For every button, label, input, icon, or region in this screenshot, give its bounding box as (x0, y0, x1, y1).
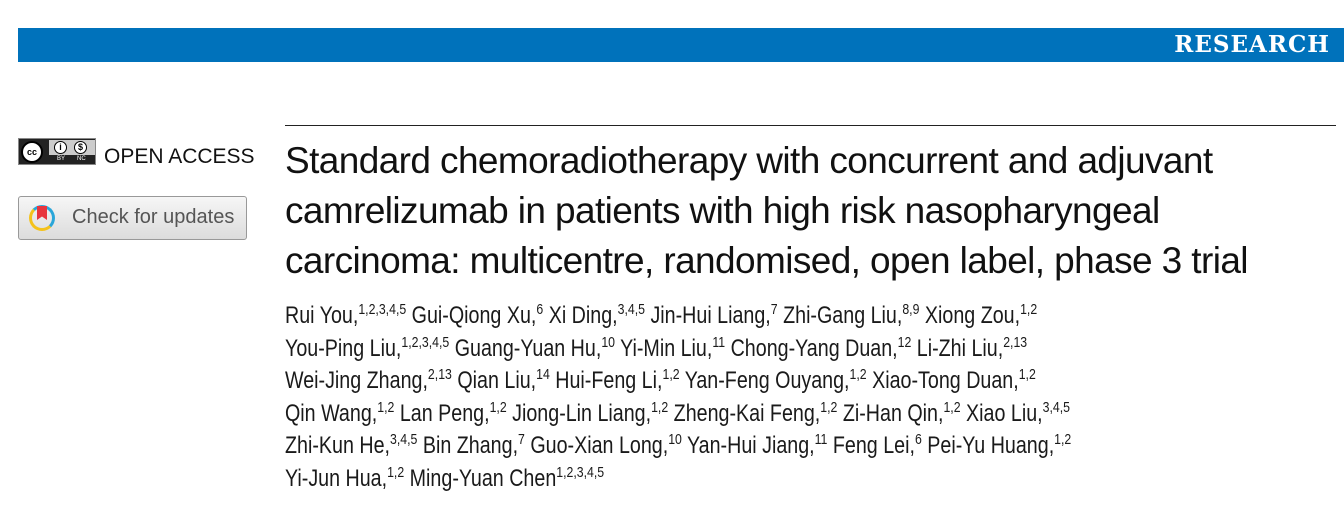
author-name[interactable]: Xi Ding, (548, 302, 618, 329)
author-name[interactable]: Zi-Han Qin, (842, 399, 944, 427)
author-name[interactable]: You-Ping Liu, (285, 334, 402, 362)
affiliation-superscript: 3,4,5 (617, 301, 645, 318)
cc-by-nc-icon[interactable]: cc i $ BY NC (18, 138, 96, 165)
author-name[interactable]: Yi-Jun Hua, (285, 464, 388, 492)
divider (285, 125, 1336, 126)
affiliation-superscript: 2,13 (1003, 333, 1028, 351)
author-name[interactable]: Qin Wang, (285, 399, 378, 427)
affiliation-superscript: 10 (601, 333, 615, 351)
author-name[interactable]: Ming-Yuan Chen (409, 464, 557, 492)
author-name[interactable]: Xiao Liu, (966, 399, 1043, 427)
affiliation-superscript: 6 (914, 431, 922, 449)
author-name[interactable]: Lan Peng, (399, 399, 490, 427)
affiliation-superscript: 11 (814, 431, 828, 449)
affiliation-superscript: 1,2,3,4,5 (556, 463, 605, 481)
affiliation-superscript: 1,2 (820, 398, 838, 416)
affiliation-superscript: 6 (536, 301, 544, 318)
author-name[interactable]: Wei-Jing Zhang, (285, 367, 428, 395)
author-line: Zhi-Kun He,3,4,5 Bin Zhang,7 Guo-Xian Lo… (285, 430, 1071, 463)
open-access-label: OPEN ACCESS (104, 145, 255, 168)
section-label: RESEARCH (1174, 31, 1330, 58)
affiliation-superscript: 1,2 (662, 366, 680, 384)
affiliation-superscript: 10 (668, 431, 682, 449)
author-name[interactable]: Jin-Hui Liang, (650, 302, 771, 329)
author-name[interactable]: Bin Zhang, (422, 432, 519, 460)
crossmark-icon (29, 205, 55, 231)
author-name[interactable]: Li-Zhi Liu, (916, 334, 1004, 362)
author-name[interactable]: Guo-Xian Long, (530, 432, 669, 460)
author-name[interactable]: Gui-Qiong Xu, (411, 302, 537, 329)
affiliation-superscript: 8,9 (902, 301, 920, 318)
author-name[interactable]: Chong-Yang Duan, (730, 334, 898, 362)
author-list: Rui You,1,2,3,4,5 Gui-Qiong Xu,6 Xi Ding… (285, 300, 1244, 496)
affiliation-superscript: 14 (536, 366, 550, 384)
author-line: Wei-Jing Zhang,2,13 Qian Liu,14 Hui-Feng… (285, 365, 1071, 398)
author-name[interactable]: Yan-Feng Ouyang, (684, 367, 850, 395)
affiliation-superscript: 1,2,3,4,5 (401, 333, 450, 351)
affiliation-superscript: 1,2 (489, 398, 507, 416)
affiliation-superscript: 1,2 (1018, 366, 1036, 384)
author-name[interactable]: Yi-Min Liu, (620, 334, 713, 362)
section-banner: RESEARCH (18, 28, 1344, 62)
attribution-icon: i (54, 141, 67, 154)
author-line: Rui You,1,2,3,4,5 Gui-Qiong Xu,6 Xi Ding… (285, 300, 1071, 333)
affiliation-superscript: 7 (518, 431, 525, 449)
author-name[interactable]: Xiong Zou, (924, 302, 1021, 329)
author-name[interactable]: Qian Liu, (457, 367, 537, 395)
affiliation-superscript: 1,2 (1054, 431, 1072, 449)
check-for-updates-button[interactable]: Check for updates (18, 196, 247, 240)
affiliation-superscript: 1,2,3,4,5 (358, 301, 407, 318)
affiliation-superscript: 1,2 (651, 398, 669, 416)
affiliation-superscript: 1,2 (849, 366, 867, 384)
author-line: You-Ping Liu,1,2,3,4,5 Guang-Yuan Hu,10 … (285, 333, 1071, 366)
affiliation-superscript: 2,13 (427, 366, 452, 384)
author-name[interactable]: Zhi-Gang Liu, (783, 302, 903, 329)
affiliation-superscript: 3,4,5 (390, 431, 418, 449)
author-name[interactable]: Guang-Yuan Hu, (454, 334, 602, 362)
affiliation-superscript: 1,2 (1020, 301, 1038, 318)
author-name[interactable]: Zhi-Kun He, (285, 432, 391, 460)
affiliation-superscript: 3,4,5 (1042, 398, 1070, 416)
author-name[interactable]: Rui You, (285, 302, 359, 329)
author-name[interactable]: Yan-Hui Jiang, (687, 432, 815, 460)
affiliation-superscript: 1,2 (943, 398, 961, 416)
affiliation-superscript: 7 (770, 301, 778, 318)
affiliation-superscript: 1,2 (377, 398, 395, 416)
author-name[interactable]: Feng Lei, (832, 432, 915, 460)
author-name[interactable]: Hui-Feng Li, (555, 367, 663, 395)
affiliation-superscript: 1,2 (387, 463, 405, 481)
author-line: Yi-Jun Hua,1,2 Ming-Yuan Chen1,2,3,4,5 (285, 463, 1071, 496)
noncommercial-icon: $ (74, 141, 87, 154)
author-name[interactable]: Pei-Yu Huang, (927, 432, 1055, 460)
affiliation-superscript: 12 (897, 333, 912, 351)
article-title: Standard chemoradiotherapy with concurre… (285, 140, 1249, 281)
author-name[interactable]: Zheng-Kai Feng, (673, 399, 821, 427)
author-line: Qin Wang,1,2 Lan Peng,1,2 Jiong-Lin Lian… (285, 398, 1071, 431)
author-name[interactable]: Xiao-Tong Duan, (872, 367, 1019, 395)
affiliation-superscript: 11 (712, 333, 726, 351)
author-name[interactable]: Jiong-Lin Liang, (512, 399, 652, 427)
